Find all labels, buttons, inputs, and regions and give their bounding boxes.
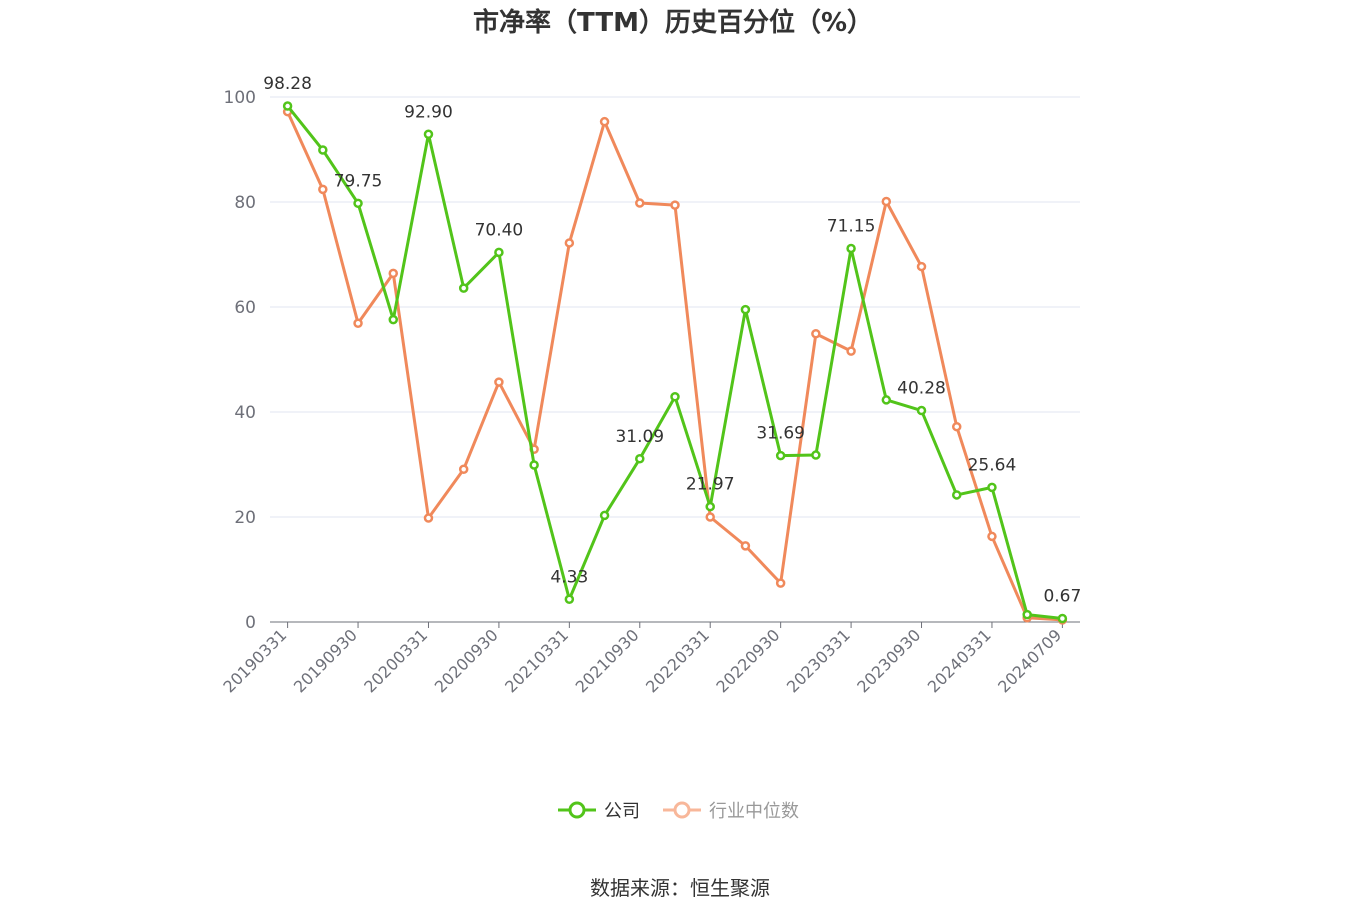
data-point: [388, 268, 399, 279]
legend-item-1[interactable]: 行业中位数: [663, 801, 799, 822]
data-point: [846, 346, 856, 356]
grid-lines: [270, 96, 1080, 518]
data-point: [811, 329, 821, 339]
data-point: [423, 129, 434, 140]
data-point: [740, 304, 751, 315]
x-tick-label: 20240331: [924, 625, 995, 696]
legend-item-0[interactable]: 公司: [558, 801, 640, 822]
x-axis: 20190331 20190930 20200331 20200930 20210331…: [219, 621, 1080, 696]
y-axis: 0 20 40 60 80 100: [224, 88, 256, 633]
y-tick-label: 40: [234, 403, 256, 423]
data-point: [1057, 613, 1068, 624]
x-tick-label: 20200331: [360, 625, 431, 696]
x-tick-label: 20190331: [219, 625, 290, 696]
data-label: 40.28: [897, 379, 946, 399]
data-point: [599, 510, 610, 521]
data-label: 31.09: [615, 427, 664, 447]
data-point: [494, 377, 504, 387]
data-point: [775, 578, 786, 588]
data-point: [599, 116, 610, 127]
data-point: [635, 454, 645, 464]
legend-marker: [673, 801, 691, 819]
data-point: [916, 405, 927, 416]
data-point: [705, 501, 715, 512]
data-label: 31.69: [756, 424, 805, 444]
data-label: 70.40: [475, 220, 524, 240]
data-point: [353, 198, 363, 209]
y-tick-label: 60: [234, 298, 256, 318]
series-line: [286, 105, 1063, 620]
x-tick-label: 20200930: [431, 625, 502, 696]
series-0: 98.28 79.75 92.90 70.40 4.33 31.09 21.97 31.69 7…: [263, 74, 1081, 624]
data-point: [846, 243, 856, 254]
data-point: [987, 531, 997, 542]
y-tick-label: 100: [224, 88, 256, 108]
data-point: [388, 314, 399, 325]
data-source: 数据来源：恒生聚源: [590, 876, 770, 900]
data-label: 21.97: [686, 475, 735, 495]
data-point: [458, 464, 469, 474]
data-point: [811, 450, 821, 460]
data-point: [423, 513, 434, 523]
x-tick-label: 20230930: [853, 625, 924, 696]
series-1: [282, 106, 1068, 625]
data-point: [670, 200, 680, 210]
x-tick-label: 20220930: [712, 625, 783, 696]
data-point: [775, 450, 786, 461]
y-tick-label: 80: [234, 193, 256, 213]
data-point: [916, 261, 927, 272]
data-point: [529, 460, 539, 470]
x-tick-label: 20210930: [572, 625, 643, 696]
data-point: [705, 512, 715, 522]
data-point: [951, 490, 962, 500]
data-point: [564, 594, 575, 605]
legend-label: 公司: [604, 801, 640, 822]
data-point: [564, 238, 575, 248]
legend-marker: [568, 801, 586, 819]
y-tick-label: 20: [234, 508, 256, 528]
x-tick-label: 20190930: [290, 625, 361, 696]
data-label: 79.75: [334, 171, 383, 191]
y-tick-label: 0: [245, 613, 256, 633]
data-point: [494, 247, 504, 258]
data-point: [282, 101, 293, 111]
data-label: 0.67: [1043, 586, 1081, 606]
legend-label: 行业中位数: [709, 801, 799, 822]
series-line: [286, 111, 1063, 622]
data-point: [881, 196, 892, 207]
data-label: 98.28: [263, 74, 312, 94]
data-point: [740, 541, 751, 551]
legend[interactable]: 公司 行业中位数: [558, 801, 799, 822]
data-label: 92.90: [404, 102, 453, 122]
data-point: [318, 145, 328, 155]
data-label: 4.33: [550, 567, 588, 587]
data-label: 71.15: [827, 216, 876, 236]
data-point: [635, 198, 645, 208]
data-point: [353, 318, 363, 329]
data-point: [670, 392, 680, 402]
x-tick-label: 20210331: [501, 625, 572, 696]
x-tick-label: 20240709: [994, 625, 1065, 696]
data-point: [951, 421, 962, 432]
x-tick-label: 20220331: [642, 625, 713, 696]
x-tick-label: 20230331: [783, 625, 854, 696]
plot-area: 98.28 79.75 92.90 70.40 4.33 31.09 21.97 31.69 7…: [263, 74, 1081, 625]
data-point: [987, 482, 997, 493]
chart-title: 市净率（TTM）历史百分位（%）: [473, 7, 873, 38]
data-point: [458, 283, 469, 293]
data-point: [318, 184, 328, 195]
data-label: 25.64: [968, 455, 1017, 475]
data-point: [881, 395, 892, 405]
data-point: [1022, 609, 1032, 620]
